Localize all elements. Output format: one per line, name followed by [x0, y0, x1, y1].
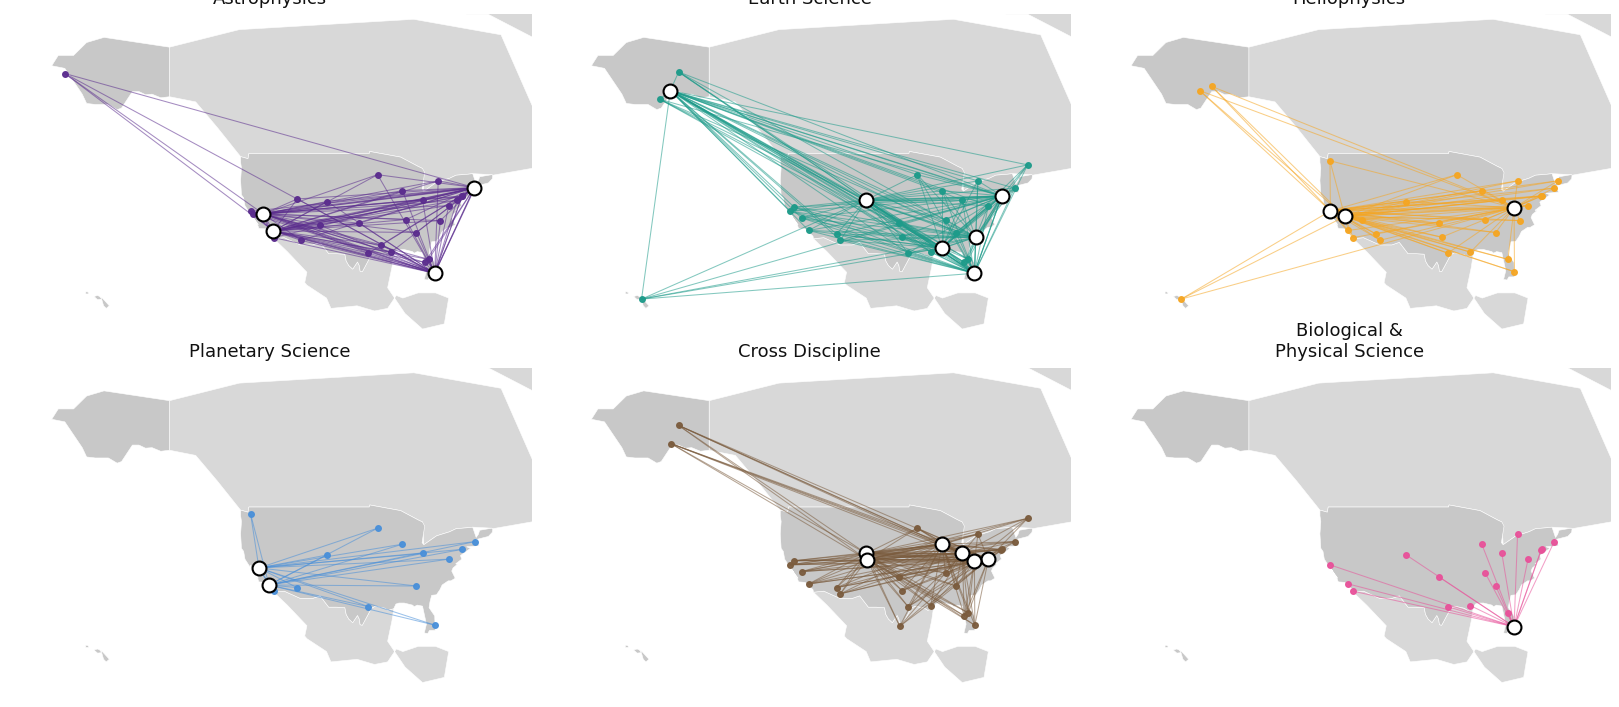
Polygon shape [1180, 650, 1188, 662]
Text: Planetary Science: Planetary Science [189, 343, 351, 361]
Polygon shape [1166, 292, 1169, 294]
Text: Astrophysics: Astrophysics [212, 0, 327, 8]
Polygon shape [780, 505, 1033, 633]
Polygon shape [1132, 391, 1248, 463]
Polygon shape [625, 292, 628, 294]
Polygon shape [641, 297, 649, 308]
Polygon shape [625, 645, 628, 648]
Polygon shape [274, 591, 448, 682]
Polygon shape [1546, 321, 1619, 404]
Polygon shape [466, 0, 706, 50]
Polygon shape [1248, 19, 1619, 191]
Polygon shape [1319, 505, 1572, 633]
Polygon shape [633, 296, 641, 300]
Polygon shape [52, 391, 170, 463]
Polygon shape [100, 650, 110, 662]
Polygon shape [641, 650, 649, 662]
Polygon shape [1353, 238, 1528, 329]
Text: Earth Science: Earth Science [748, 0, 871, 8]
Polygon shape [52, 37, 170, 110]
Polygon shape [813, 591, 988, 682]
Polygon shape [1174, 649, 1182, 653]
Polygon shape [633, 649, 641, 653]
Polygon shape [170, 19, 557, 191]
Polygon shape [274, 238, 448, 329]
Polygon shape [241, 151, 492, 280]
Polygon shape [1546, 0, 1619, 50]
Polygon shape [1132, 37, 1248, 110]
Polygon shape [466, 321, 706, 404]
Polygon shape [780, 151, 1033, 280]
Polygon shape [86, 292, 89, 294]
Polygon shape [1180, 297, 1188, 308]
Polygon shape [1005, 0, 1245, 50]
Polygon shape [813, 238, 988, 329]
Polygon shape [1353, 591, 1528, 682]
Polygon shape [1248, 373, 1619, 544]
Text: Cross Discipline: Cross Discipline [738, 343, 881, 361]
Text: Heliophysics: Heliophysics [1292, 0, 1405, 8]
Polygon shape [1319, 151, 1572, 280]
Polygon shape [241, 505, 492, 633]
Text: Biological &
Physical Science: Biological & Physical Science [1274, 322, 1423, 361]
Polygon shape [170, 373, 557, 544]
Polygon shape [1166, 645, 1169, 648]
Polygon shape [709, 19, 1098, 191]
Polygon shape [591, 37, 709, 110]
Polygon shape [86, 645, 89, 648]
Polygon shape [1174, 296, 1182, 300]
Polygon shape [591, 391, 709, 463]
Polygon shape [94, 296, 102, 300]
Polygon shape [94, 649, 102, 653]
Polygon shape [1005, 321, 1245, 404]
Polygon shape [100, 297, 110, 308]
Polygon shape [709, 373, 1098, 544]
